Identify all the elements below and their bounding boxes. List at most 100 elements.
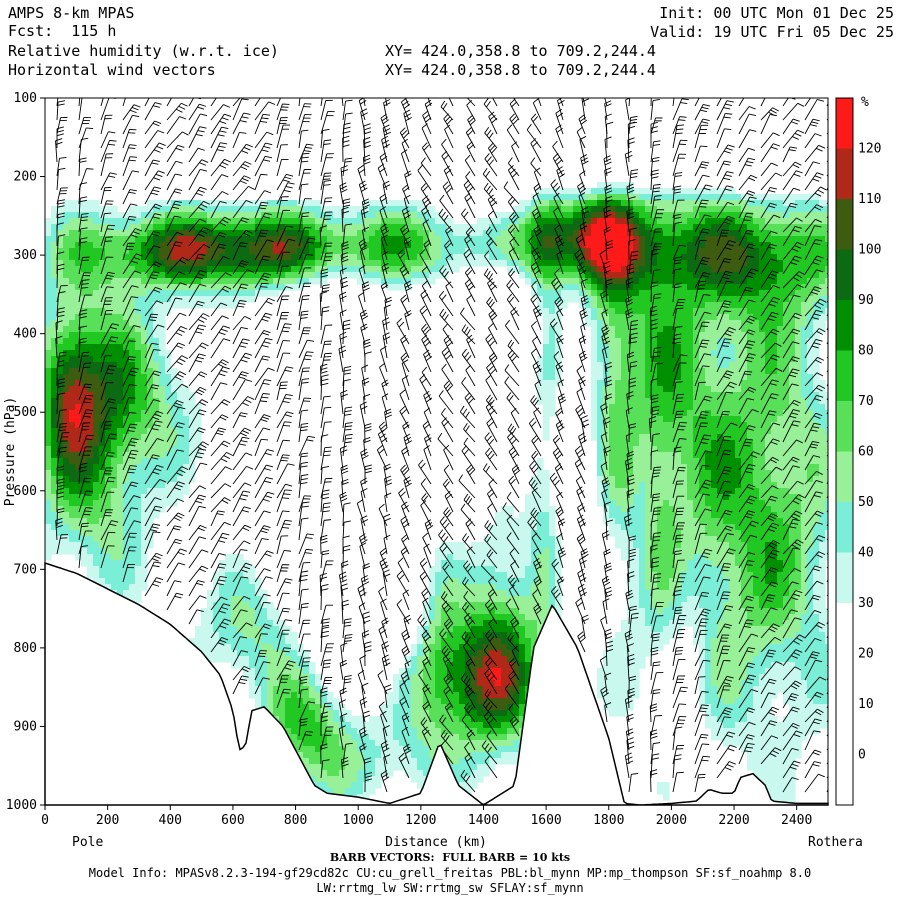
rh-cell	[723, 494, 730, 501]
rh-cell	[657, 248, 688, 255]
rh-cell	[657, 788, 670, 795]
wind-barb	[361, 685, 366, 709]
rh-cell	[93, 470, 100, 477]
wind-barb-flag	[107, 368, 115, 371]
wind-barb-flag	[198, 206, 205, 211]
wind-barb-flag	[173, 527, 181, 531]
rh-cell	[603, 656, 646, 663]
rh-cell	[771, 506, 802, 513]
wind-barb-flag	[129, 384, 137, 387]
rh-cell	[99, 260, 130, 267]
rh-cell	[765, 452, 828, 459]
rh-cell	[51, 440, 58, 447]
rh-cell	[57, 434, 64, 441]
rh-cell	[693, 326, 706, 333]
rh-cell	[597, 332, 604, 339]
wind-barb-flag	[403, 230, 410, 236]
wind-barb	[232, 650, 242, 667]
rh-cell	[603, 392, 616, 399]
rh-cell	[825, 404, 828, 411]
wind-barb	[423, 449, 432, 471]
rh-cell	[765, 368, 778, 375]
wind-barb	[276, 98, 282, 107]
wind-barb	[188, 580, 199, 597]
wind-barb-flag	[239, 498, 247, 501]
wind-barb-flag	[405, 116, 412, 122]
rh-cell	[99, 212, 142, 219]
rh-cell	[213, 614, 232, 621]
wind-barb-flag	[401, 267, 408, 274]
wind-barb-flag	[221, 219, 229, 224]
wind-barb-flag	[321, 268, 329, 272]
wind-barb-flag	[81, 286, 89, 289]
wind-barb-flag	[82, 351, 90, 354]
wind-barb-flag	[285, 619, 293, 622]
rh-cell	[531, 476, 550, 483]
rh-cell	[537, 578, 550, 585]
rh-cell	[585, 218, 592, 225]
wind-barb-flag	[360, 108, 368, 113]
wind-barb-flag	[378, 586, 385, 592]
rh-cell	[801, 548, 808, 555]
wind-barb-flag	[377, 444, 383, 451]
rh-cell	[57, 386, 64, 393]
rh-cell	[501, 674, 514, 681]
rh-cell	[627, 476, 688, 483]
wind-barb-flag	[201, 342, 209, 347]
rh-cell	[603, 332, 616, 339]
rh-cell	[129, 584, 148, 591]
rh-cell	[321, 686, 328, 693]
wind-barb-flag	[382, 658, 390, 663]
wind-barb	[358, 269, 366, 289]
wind-barb-flag	[177, 551, 185, 556]
rh-cell	[135, 338, 142, 345]
rh-cell	[471, 698, 478, 705]
rh-cell	[321, 230, 334, 237]
rh-cell	[519, 512, 538, 519]
wind-barb-flag	[442, 653, 449, 659]
wind-barb-flag	[306, 548, 314, 551]
rh-cell	[501, 218, 520, 225]
rh-cell	[615, 392, 646, 399]
wind-barb-flag	[320, 715, 328, 719]
wind-barb	[122, 520, 135, 541]
wind-barb	[276, 225, 287, 247]
wind-barb	[166, 116, 180, 135]
wind-barb-flag	[402, 505, 409, 510]
rh-cell	[327, 248, 370, 255]
rh-cell	[45, 386, 52, 393]
rh-cell	[801, 332, 814, 339]
rh-cell	[591, 260, 598, 267]
wind-barb-flag	[380, 223, 387, 229]
wind-barb	[445, 258, 454, 275]
wind-barb-flag	[343, 378, 351, 382]
rh-cell	[429, 752, 472, 759]
wind-barb-flag	[181, 355, 189, 360]
rh-cell	[537, 278, 544, 285]
wind-barb-flag	[340, 252, 348, 256]
rh-cell	[519, 200, 532, 207]
wind-barb-flag	[324, 406, 332, 409]
rh-cell	[825, 266, 828, 273]
rh-cell	[807, 686, 828, 693]
wind-barb-flag	[201, 399, 209, 404]
rh-cell	[657, 608, 664, 615]
wind-barb-flag	[83, 513, 91, 516]
rh-cell	[141, 434, 178, 441]
wind-barb-flag	[443, 214, 449, 222]
wind-barb-flag	[360, 515, 368, 520]
rh-cell	[651, 560, 676, 567]
wind-barb	[166, 312, 180, 331]
wind-barb-flag	[176, 361, 183, 366]
rh-cell	[81, 530, 124, 537]
wind-barb-flag	[402, 449, 409, 455]
rh-cell	[45, 422, 52, 429]
rh-cell	[471, 674, 478, 681]
wind-barb-flag	[240, 262, 248, 266]
rh-cell	[411, 272, 430, 279]
rh-cell	[759, 674, 802, 681]
wind-barb-flag	[324, 421, 332, 423]
rh-cell	[801, 566, 808, 573]
wind-barb-flag	[152, 159, 160, 162]
rh-cell	[729, 338, 748, 345]
